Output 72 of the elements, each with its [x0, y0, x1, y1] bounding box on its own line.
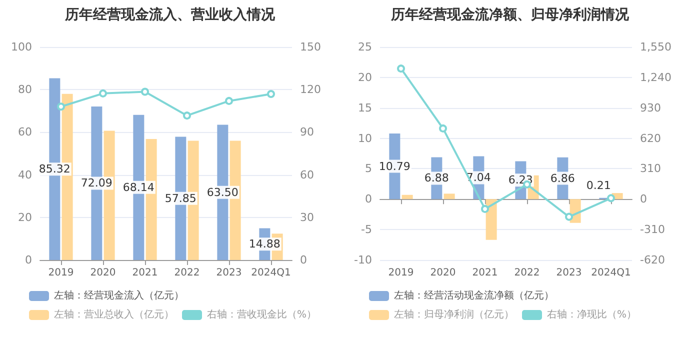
- y2-tick-label: 620: [640, 132, 661, 145]
- data-label: 14.88: [248, 238, 280, 251]
- point: [57, 102, 65, 111]
- legend-label: 左轴：归母净利润（亿元）: [394, 308, 514, 320]
- y2-tick-label: -310: [640, 223, 665, 236]
- y-tick-label: 25: [358, 40, 372, 54]
- point: [99, 89, 107, 98]
- data-label: 68.14: [122, 180, 154, 194]
- legend-label: 左轴：经营现金流入（亿元）: [54, 290, 184, 302]
- point: [225, 96, 233, 105]
- y-tick-label: 0: [25, 254, 32, 266]
- y2-tick-label: 0: [300, 254, 307, 266]
- y2-tick-label: -620: [640, 254, 665, 266]
- point: [565, 212, 573, 221]
- x-tick-label: 2023: [556, 268, 582, 278]
- data-label: 6.88: [424, 172, 449, 185]
- data-label: 63.50: [206, 186, 238, 199]
- point: [397, 64, 405, 73]
- legend-label: 右轴：营收现金比（%）: [207, 308, 317, 320]
- y-tick-label: 100: [11, 40, 32, 54]
- y2-tick-label: 90: [300, 126, 314, 139]
- y2-tick-label: 310: [640, 162, 661, 176]
- legend-label: 左轴：经营活动现金流净额（亿元）: [394, 290, 554, 302]
- point: [481, 204, 489, 213]
- y-tick-label: 10: [358, 132, 372, 145]
- y-tick-label: 5: [365, 162, 372, 176]
- legend-label: 左轴：营业总收入（亿元）: [54, 308, 174, 320]
- bar: [444, 194, 455, 200]
- point: [607, 194, 615, 202]
- data-label: 85.32: [38, 162, 70, 176]
- data-label: 57.85: [164, 192, 196, 205]
- y-tick-label: -10: [354, 254, 372, 266]
- y2-tick-label: 1,550: [640, 40, 672, 54]
- y2-tick-label: 120: [300, 83, 321, 96]
- y-tick-label: 40: [18, 168, 32, 182]
- chart-title: 历年经营现金流入、营业收入情况: [64, 6, 276, 23]
- point: [267, 90, 275, 98]
- y-tick-label: 15: [358, 101, 372, 114]
- x-tick-label: 2024Q1: [591, 268, 631, 278]
- point: [141, 88, 149, 96]
- x-tick-label: 2021: [132, 268, 158, 278]
- data-label: 0.21: [586, 178, 611, 192]
- y2-tick-label: 60: [300, 168, 314, 182]
- y-tick-label: 80: [18, 83, 32, 96]
- y2-tick-label: 1,240: [640, 70, 672, 84]
- data-label: 72.09: [80, 176, 112, 190]
- data-label: 6.86: [550, 172, 575, 185]
- point: [439, 124, 447, 132]
- y-tick-label: 0: [365, 192, 372, 206]
- chart-title: 历年经营现金流净额、归母净利润情况: [390, 6, 630, 23]
- x-tick-label: 2020: [430, 268, 456, 278]
- x-tick-label: 2023: [216, 268, 242, 278]
- y-tick-label: 20: [18, 210, 32, 224]
- y2-tick-label: 150: [300, 40, 321, 54]
- data-label: 10.79: [378, 160, 410, 173]
- x-tick-label: 2020: [90, 268, 116, 278]
- y-tick-label: 60: [18, 126, 32, 139]
- x-tick-label: 2019: [48, 268, 74, 278]
- y2-tick-label: 0: [640, 192, 647, 206]
- y2-tick-label: 30: [300, 210, 314, 224]
- legend-label: 右轴：净现比（%）: [547, 308, 637, 320]
- x-tick-label: 2024Q1: [251, 268, 291, 278]
- y-tick-label: -5: [361, 223, 372, 236]
- x-tick-label: 2022: [174, 268, 200, 278]
- point: [183, 112, 191, 120]
- bar: [486, 199, 497, 240]
- y-tick-label: 20: [358, 70, 372, 84]
- y2-tick-label: 930: [640, 101, 661, 114]
- x-tick-label: 2019: [388, 268, 414, 278]
- x-tick-label: 2022: [514, 268, 540, 278]
- x-tick-label: 2021: [472, 268, 498, 278]
- bar: [402, 194, 413, 200]
